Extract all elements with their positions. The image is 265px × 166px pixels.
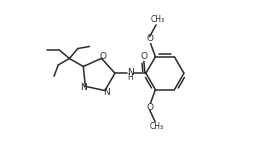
Text: O: O — [99, 52, 106, 61]
Text: O: O — [146, 103, 153, 112]
Text: CH₃: CH₃ — [151, 15, 165, 24]
Text: CH₃: CH₃ — [150, 122, 164, 131]
Text: N: N — [80, 83, 87, 92]
Text: H: H — [127, 73, 133, 82]
Text: O: O — [146, 34, 153, 43]
Text: N: N — [104, 87, 110, 97]
Text: N: N — [127, 68, 134, 77]
Text: O: O — [140, 52, 147, 61]
